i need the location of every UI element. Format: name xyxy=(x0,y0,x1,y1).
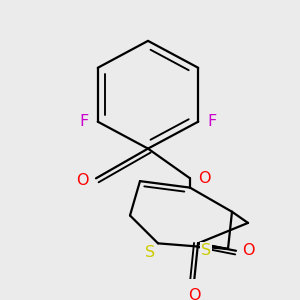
Text: O: O xyxy=(76,173,88,188)
Text: F: F xyxy=(208,114,217,129)
Text: F: F xyxy=(79,114,88,129)
Text: O: O xyxy=(242,243,254,258)
Text: S: S xyxy=(145,245,155,260)
Text: S: S xyxy=(201,243,211,258)
Text: O: O xyxy=(198,171,210,186)
Text: O: O xyxy=(188,288,200,300)
